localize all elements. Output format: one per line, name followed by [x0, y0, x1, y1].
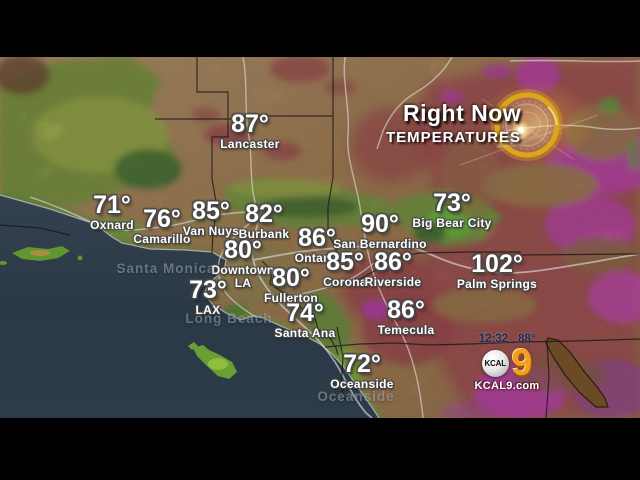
- sun-icon: [459, 79, 599, 167]
- coastline: [0, 194, 380, 418]
- salton-sea: [545, 337, 609, 408]
- channel-islands: [0, 246, 237, 379]
- county-lines: [0, 57, 640, 418]
- pacific-ocean: [0, 195, 379, 418]
- temperature-map: [0, 57, 640, 418]
